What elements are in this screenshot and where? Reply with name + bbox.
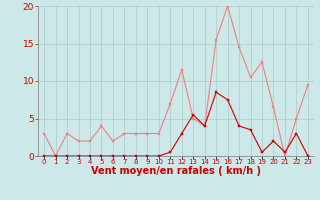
X-axis label: Vent moyen/en rafales ( km/h ): Vent moyen/en rafales ( km/h )	[91, 166, 261, 176]
